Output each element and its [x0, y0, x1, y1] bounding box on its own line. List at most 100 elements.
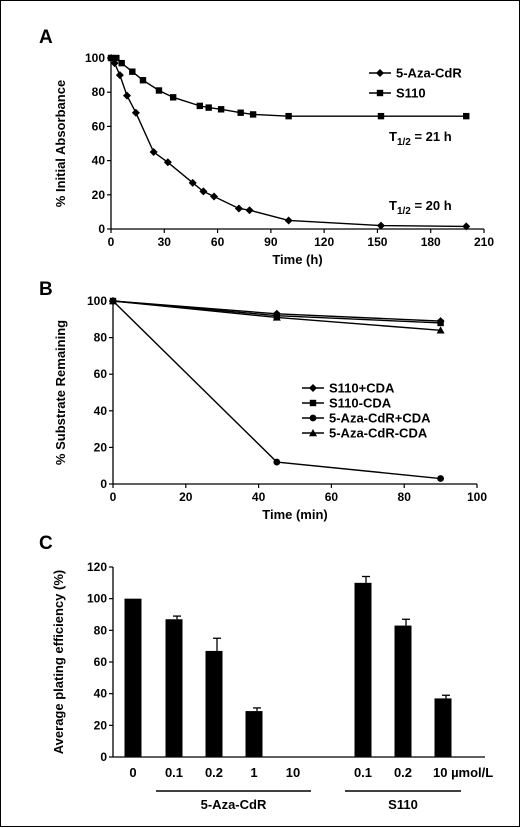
panel-a-legend-label-1: S110 [396, 86, 426, 101]
panel-a-annotation-0: T1/2 = 21 h [389, 129, 452, 148]
panel-b-x-tick-label: 40 [252, 490, 266, 504]
panel-a-y-axis-label: % Initial Absorbance [53, 80, 68, 207]
panel-a-series-0-point [163, 158, 172, 167]
panel-c-category-label-1: 0.1 [165, 765, 183, 780]
panel-a-series-1-point [285, 112, 292, 120]
panel-c-y-axis-label: Average plating efficiency (%) [51, 570, 66, 754]
panel-c-group-label-0: 5-Aza-CdR [201, 797, 267, 812]
panel-b-y-axis-label: % Substrate Remaining [53, 320, 68, 465]
panel-a-series-1-point [129, 68, 136, 75]
panel-a-x-tick-label: 120 [314, 235, 334, 249]
panel-b-series-3-point [272, 313, 281, 321]
panel-c-y-tick-label: 100 [87, 592, 107, 606]
panel-c-y-tick-label: 20 [94, 718, 108, 732]
panel-a-series-0-point [188, 178, 197, 187]
panel-label-b: B [39, 279, 53, 300]
panel-b-x-tick-label: 60 [325, 490, 339, 504]
panel-a-series-1-point [118, 59, 125, 67]
panel-c-bar-6 [394, 625, 412, 757]
panel-a-series-1-point [463, 112, 470, 120]
panel-b-series-3-point [109, 297, 117, 305]
panel-a-series-0-point [122, 91, 131, 100]
panel-a-series-1-point [196, 102, 204, 110]
panel-b-legend-marker-2 [309, 414, 317, 422]
panel-a-series-1-point [249, 111, 257, 118]
panel-b-legend-marker-3 [309, 429, 317, 437]
panel-a-series-1-point [113, 54, 120, 62]
panel-b-x-tick-label: 100 [467, 490, 487, 504]
panel-b-legend-label-3: 5-Aza-CdR-CDA [329, 426, 428, 441]
panel-b-x-tick-label: 0 [110, 490, 117, 504]
panel-a-series-1-point [155, 87, 163, 94]
panel-a-series-1-point [169, 94, 177, 101]
panel-c-y-tick-label: 40 [94, 687, 108, 701]
panel-a-legend-marker-1 [376, 89, 384, 97]
panel-c-bar-3 [245, 711, 263, 757]
panel-b-y-tick-label: 40 [94, 404, 108, 418]
panel-b-series-2-point [273, 458, 281, 466]
panel-a-series-1-point [139, 77, 147, 84]
panel-a-series-0-point [199, 187, 208, 196]
panel-a-series-0-point [234, 204, 243, 213]
panel-b-legend-label-2: 5-Aza-CdR+CDA [329, 411, 431, 426]
panel-c-y-tick-label: 80 [94, 623, 108, 637]
panel-c-category-label-2: 0.2 [205, 765, 223, 780]
panel-a-legend-marker-0 [376, 69, 384, 77]
panel-b-legend-marker-1 [309, 399, 317, 407]
panel-a-legend-label-0: 5-Aza-CdR [396, 66, 462, 81]
panel-b-series-2-point [437, 475, 444, 482]
panel-c-y-tick-label: 120 [87, 560, 107, 574]
panel-label-a: A [39, 27, 53, 48]
panel-a-series-0-point [115, 71, 124, 80]
panel-a-y-tick-label: 40 [92, 154, 106, 168]
panel-a-x-tick-label: 90 [264, 235, 278, 249]
panel-a-y-tick-label: 20 [92, 188, 106, 202]
panel-b-x-axis-label: Time (min) [262, 507, 328, 522]
panel-a-series-0-point [462, 222, 471, 231]
panel-c-category-label-0: 0 [129, 765, 136, 780]
panel-b-y-tick-label: 60 [94, 367, 108, 381]
panel-a-series-0-point [210, 192, 219, 201]
panel-c-bar-0 [124, 598, 142, 757]
panel-a-series-0-point [284, 216, 293, 225]
panel-label-c: C [39, 533, 53, 554]
panel-c-bar-2 [205, 650, 223, 757]
panel-a-series-1-point [237, 109, 244, 116]
panel-c-category-label-7: 10 µmol/L [433, 765, 493, 780]
panel-c-category-label-3: 1 [250, 765, 257, 780]
panel-a-y-tick-label: 0 [98, 222, 105, 236]
panel-a-y-tick-label: 80 [92, 85, 106, 99]
panel-b-y-tick-label: 0 [100, 477, 107, 491]
panel-b-legend-label-1: S110-CDA [329, 396, 392, 411]
panel-a-x-tick-label: 30 [158, 235, 172, 249]
panel-c-group-label-1: S110 [388, 797, 418, 812]
panel-a-annotation-1: T1/2 = 20 h [389, 198, 452, 217]
panel-a-y-tick-label: 100 [85, 51, 105, 65]
panel-b-legend-label-0: S110+CDA [329, 381, 395, 396]
panel-a-x-tick-label: 60 [211, 235, 225, 249]
panel-b-y-tick-label: 80 [94, 331, 108, 345]
panel-c-bar-1 [165, 619, 183, 757]
panel-b-x-tick-label: 20 [179, 490, 193, 504]
panel-a-x-axis-label: Time (h) [272, 252, 322, 267]
panel-a-series-1-point [107, 54, 115, 62]
panel-a-x-tick-label: 150 [367, 235, 387, 249]
panel-b-legend-marker-0 [309, 384, 317, 392]
panel-a-series-0-point [131, 108, 140, 117]
panel-c-y-tick-label: 0 [100, 750, 107, 764]
panel-b-y-tick-label: 20 [94, 440, 108, 454]
panel-b-series-3-point [436, 326, 445, 334]
panel-c-bar-5 [354, 582, 372, 757]
panel-a-series-1-point [205, 104, 212, 111]
panel-a-series-0-point [376, 221, 385, 230]
panel-a-series-0-point [149, 148, 158, 157]
panel-c-category-label-4: 10 [286, 765, 300, 780]
panel-a-series-1-point [377, 112, 385, 120]
panel-a-series-0-point [245, 206, 254, 215]
panel-a-y-tick-label: 60 [92, 119, 106, 133]
panel-a-x-tick-label: 210 [474, 235, 494, 249]
panel-c-bar-7 [434, 698, 452, 757]
panel-b-series-1-point [437, 319, 444, 327]
